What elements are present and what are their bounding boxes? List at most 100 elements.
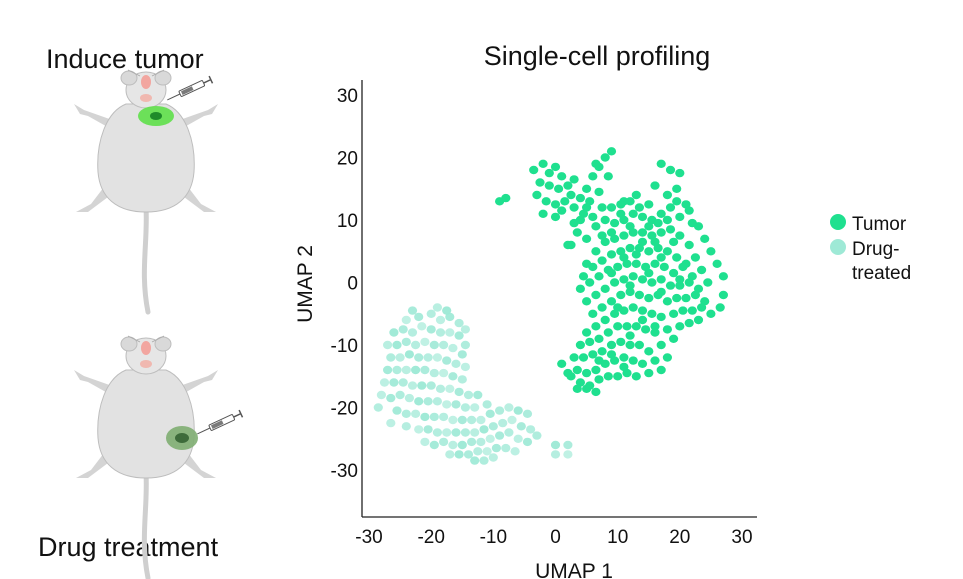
scatter-point — [625, 281, 635, 290]
scatter-point — [656, 365, 666, 375]
scatter-point — [613, 372, 623, 381]
scatter-point — [600, 237, 610, 247]
scatter-point — [703, 278, 713, 287]
scatter-point — [498, 418, 508, 428]
scatter-point — [566, 190, 576, 200]
scatter-point — [603, 372, 613, 381]
scatter-point — [404, 393, 414, 403]
scatter-point — [560, 197, 570, 206]
scatter-point — [439, 368, 449, 378]
scatter-point — [501, 443, 511, 453]
scatter-point — [476, 437, 486, 447]
x-tick-label: -30 — [355, 527, 382, 548]
scatter-point — [389, 378, 399, 387]
scatter-point — [647, 231, 657, 240]
scatter-point — [439, 437, 449, 447]
scatter-point — [454, 318, 464, 328]
scatter-point — [690, 253, 701, 262]
scatter-point — [429, 440, 439, 450]
scatter-point — [407, 328, 418, 337]
scatter-point — [644, 368, 654, 378]
scatter-point — [672, 197, 682, 206]
scatter-point — [631, 372, 641, 381]
scatter-point — [625, 222, 635, 231]
scatter-point — [420, 412, 430, 422]
y-tick-labels: 30 20 10 0 -10 -20 -30 — [331, 86, 358, 482]
x-axis-label: UMAP 1 — [535, 560, 613, 579]
scatter-point — [597, 231, 607, 240]
scatter-point — [386, 418, 396, 428]
scatter-point — [488, 453, 498, 462]
legend-label: treated — [852, 263, 911, 284]
scatter-point — [407, 306, 418, 315]
scatter-point — [637, 306, 648, 315]
scatter-point — [641, 325, 651, 334]
scatter-point — [414, 425, 424, 434]
scatter-point — [622, 259, 632, 268]
scatter-point — [656, 253, 666, 262]
scatter-point — [451, 359, 461, 368]
scatter-point — [569, 353, 579, 362]
scatter-point — [718, 290, 729, 300]
scatter-point — [432, 353, 442, 362]
scatter-point — [650, 259, 660, 268]
scatter-point — [426, 309, 436, 318]
x-tick-label: -20 — [417, 527, 444, 548]
scatter-point — [591, 222, 601, 231]
scatter-point — [460, 325, 470, 334]
scatter-point — [417, 322, 427, 331]
scatter-point — [588, 350, 598, 359]
scatter-point — [575, 193, 586, 203]
legend-label: Tumor — [852, 214, 907, 235]
scatter-point — [603, 328, 613, 337]
scatter-point — [383, 365, 393, 375]
scatter-point — [476, 415, 486, 425]
scatter-point — [485, 434, 495, 443]
scatter-point — [401, 422, 411, 431]
scatter-point — [460, 340, 470, 350]
scatter-point — [451, 400, 461, 409]
scatter-point — [557, 359, 567, 368]
scatter-point — [681, 293, 691, 303]
scatter-point — [495, 406, 505, 415]
scatter-point — [435, 315, 446, 325]
scatter-point — [665, 225, 676, 234]
scatter-point — [407, 381, 418, 390]
scatter-point — [597, 347, 607, 356]
scatter-point — [470, 428, 480, 437]
scatter-point — [606, 268, 617, 278]
scatter-point — [594, 272, 604, 281]
scatter-point — [675, 322, 685, 331]
scatter-point — [619, 215, 629, 225]
scatter-point — [507, 415, 517, 425]
scatter-point — [616, 290, 626, 300]
scatter-point — [644, 268, 654, 278]
scatter-point — [603, 172, 613, 181]
scatter-point — [597, 256, 607, 265]
scatter-point — [510, 447, 520, 456]
scatter-point — [619, 353, 629, 362]
scatter-point — [684, 278, 694, 287]
scatter-point — [644, 293, 654, 303]
scatter-point — [597, 303, 607, 312]
y-tick-label: 20 — [337, 149, 358, 170]
scatter-point — [448, 415, 458, 425]
scatter-point — [526, 425, 536, 434]
scatter-point — [532, 431, 542, 440]
scatter-point — [610, 218, 620, 228]
scatter-point — [669, 334, 679, 343]
scatter-point — [538, 209, 548, 218]
scatter-point — [575, 215, 586, 225]
scatter-point — [404, 350, 414, 359]
scatter-point — [594, 375, 604, 384]
scatter-point — [439, 412, 449, 422]
scatter-point — [619, 362, 629, 372]
scatter-point — [594, 334, 604, 343]
scatter-point — [420, 337, 430, 347]
scatter-point — [442, 428, 452, 437]
scatter-point — [718, 272, 729, 281]
scatter-point — [373, 403, 383, 412]
scatter-point — [557, 206, 567, 215]
scatter-point — [656, 287, 666, 297]
scatter-point — [442, 306, 452, 315]
